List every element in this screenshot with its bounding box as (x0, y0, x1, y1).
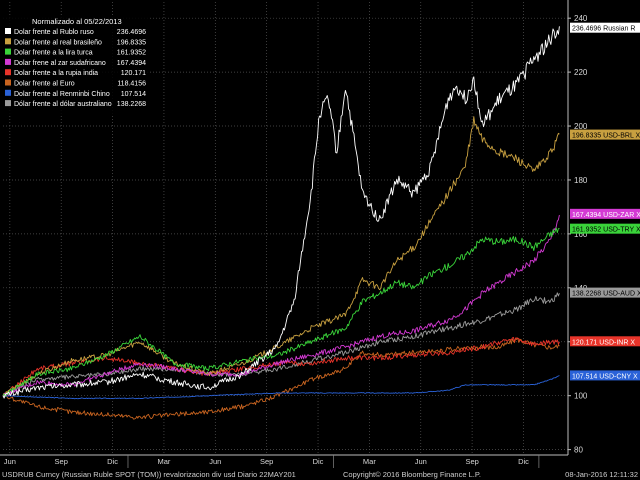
footer-source: USDRUB Curncy (Russian Ruble SPOT (TOM))… (2, 470, 296, 479)
value-tag (570, 208, 640, 219)
series-line (2, 227, 560, 397)
y-tick-label: 240 (574, 14, 588, 23)
legend-value: 167.4394 (117, 60, 146, 67)
footer-timestamp: 08-Jan-2016 12:11:32 (565, 470, 638, 479)
value-tag-label: 196.8335 USD-BRL X (572, 133, 640, 140)
value-tag (570, 370, 640, 381)
legend-label: Dolar frente al Rublo ruso (14, 29, 94, 36)
legend-label: Dolar frente a la lira turca (14, 50, 93, 57)
legend-swatch (5, 89, 11, 96)
x-month-label: Mar (363, 457, 376, 466)
y-tick-label: 180 (574, 176, 588, 185)
y-tick-label: 160 (574, 230, 588, 239)
footer-copyright: Copyright© 2016 Bloomberg Finance L.P. (343, 470, 481, 479)
x-month-label: Sep (465, 457, 478, 466)
y-tick-label: 100 (574, 392, 588, 401)
legend-swatch (5, 38, 11, 45)
value-tag-label: 236.4696 Russian R (572, 26, 635, 33)
legend-label: Dólar frente al dólar australiano (14, 101, 112, 108)
legend-label: Dolar frene al zar sudafricano (14, 60, 106, 67)
x-month-label: Sep (260, 457, 273, 466)
legend-value: 236.4696 (117, 29, 146, 36)
series-line (2, 375, 560, 400)
legend-value: 120.171 (121, 70, 146, 77)
legend-swatch (5, 48, 11, 55)
value-tag-label: 161.9352 USD-TRY X (572, 227, 640, 234)
footer: USDRUB Curncy (Russian Ruble SPOT (TOM))… (0, 469, 640, 480)
x-month-label: Dic (518, 457, 529, 466)
legend-value: 138.2268 (117, 101, 146, 108)
series-lines (2, 26, 560, 420)
series-line (2, 292, 560, 397)
x-month-label: Jun (209, 457, 221, 466)
x-month-label: Jun (415, 457, 427, 466)
x-month-label: Mar (157, 457, 170, 466)
value-tag-label: 107.514 USD-CNY X (572, 373, 638, 380)
legend-label: Dolar frente al Renminbi Chino (14, 91, 110, 98)
legend-swatch (5, 69, 11, 76)
legend-value: 107.514 (121, 91, 146, 98)
legend-value: 161.9352 (117, 50, 146, 57)
value-tag (570, 22, 640, 33)
legend-background (2, 15, 150, 115)
value-tag (570, 129, 640, 140)
legend-title: Normalizado al 05/22/2013 (32, 17, 122, 26)
y-tick-label: 80 (574, 446, 583, 455)
value-tag (570, 223, 640, 234)
y-tick-label: 220 (574, 68, 588, 77)
legend-swatch (5, 58, 11, 65)
series-line (2, 26, 560, 399)
x-month-label: Dic (107, 457, 118, 466)
legend: Normalizado al 05/22/2013 Dolar frente al… (2, 15, 150, 115)
legend-swatch (5, 100, 11, 107)
value-tag (570, 287, 640, 298)
y-tick-label: 200 (574, 122, 588, 131)
value-tag-label: 167.4394 USD-ZAR X (572, 212, 640, 219)
value-tag-label: 120.171 USD-INR X (572, 339, 635, 346)
legend-label: Dolar frente al real brasileño (14, 39, 102, 46)
legend-swatch (5, 79, 11, 86)
series-line (2, 214, 560, 397)
value-tag-label: 138.2268 USD-AUD X (572, 291, 640, 298)
x-month-label: Dic (313, 457, 324, 466)
legend-label: Dolar frente a la rupia india (14, 70, 98, 77)
value-tag (570, 336, 640, 347)
series-line (2, 116, 560, 396)
legend-value: 196.8335 (117, 39, 146, 46)
x-month-label: Sep (55, 457, 68, 466)
legend-swatch (5, 28, 11, 34)
legend-label: Dolar frente al Euro (14, 81, 75, 88)
x-month-label: Jun (4, 457, 16, 466)
legend-value: 118.4156 (117, 81, 146, 88)
value-tags: 236.4696 Russian R 196.8335 USD-BRL X 161.… (570, 22, 640, 381)
